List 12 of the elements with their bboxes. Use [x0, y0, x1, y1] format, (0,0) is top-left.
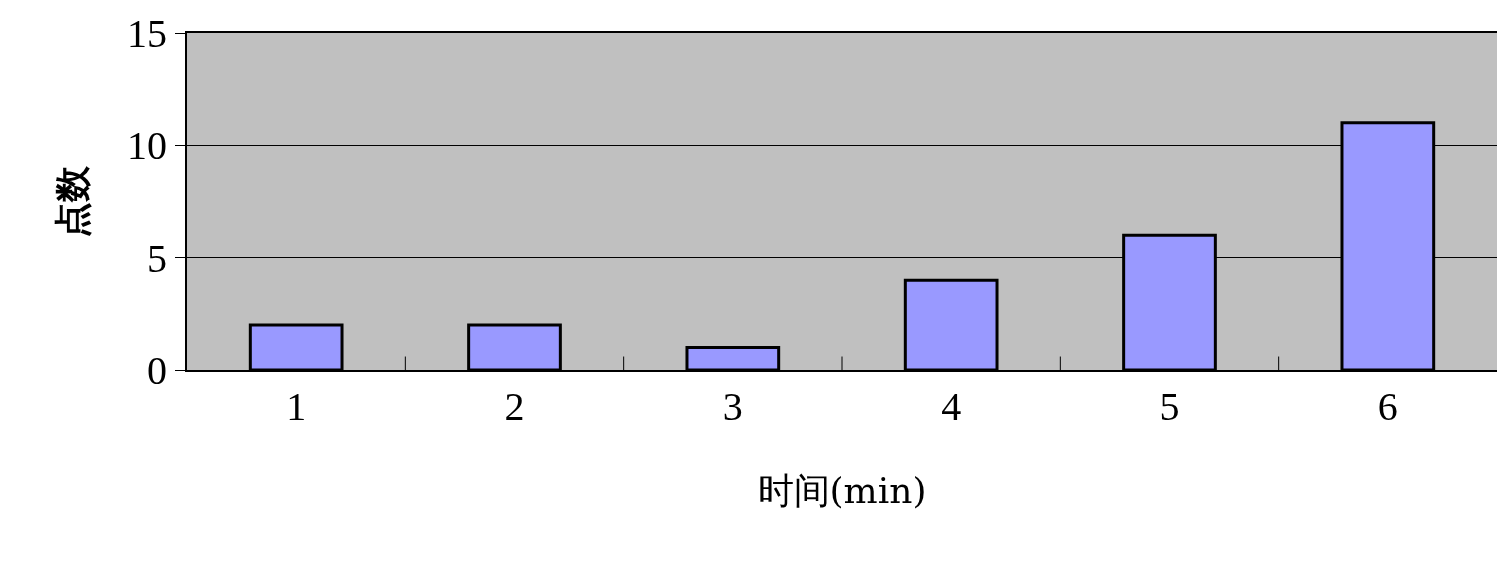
x-tick-label: 4 — [941, 384, 962, 429]
y-tick-label: 5 — [147, 235, 167, 281]
x-tick-label: 2 — [504, 384, 525, 429]
x-axis-title: 时间(min) — [757, 470, 927, 512]
x-tick-label: 1 — [286, 384, 307, 429]
x-tick-label: 6 — [1377, 384, 1398, 429]
x-tick-label: 5 — [1159, 384, 1180, 429]
y-axis-title: 点数 — [52, 164, 94, 238]
x-tick-label: 3 — [722, 384, 743, 429]
y-tick-label: 15 — [127, 11, 167, 56]
y-tick-label: 0 — [147, 348, 167, 393]
y-tick-label: 10 — [127, 123, 167, 169]
